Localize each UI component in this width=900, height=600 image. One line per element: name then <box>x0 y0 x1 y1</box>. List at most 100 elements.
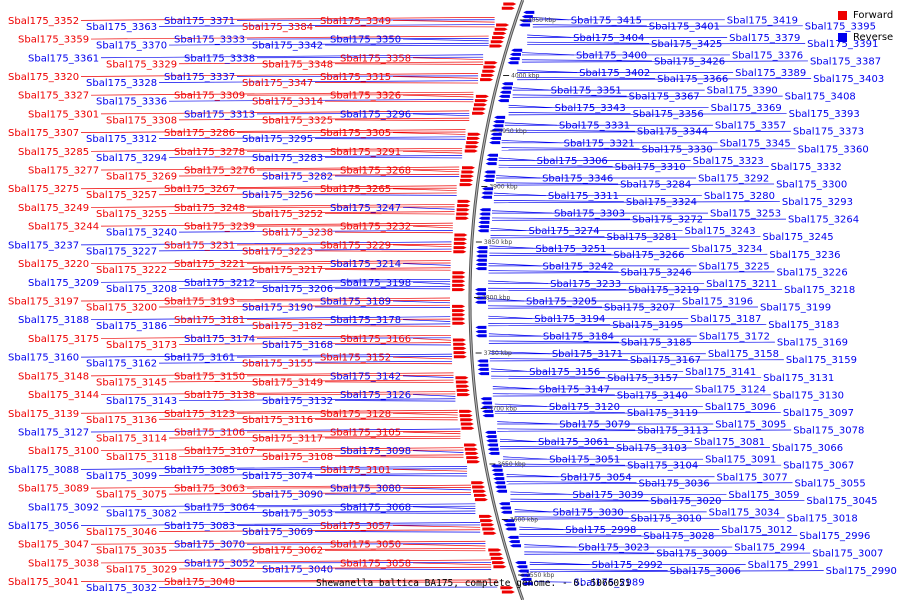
gene-label: Sbal175_3358 <box>340 53 411 64</box>
leader-line <box>100 222 453 227</box>
leader-line <box>246 374 454 377</box>
gene-label: Sbal175_3356 <box>633 109 704 120</box>
leader-line <box>90 484 472 489</box>
leader-line <box>494 410 625 413</box>
leader-line <box>506 482 793 485</box>
leader-line <box>178 230 453 233</box>
reverse-gene-mark <box>497 99 509 103</box>
forward-gene-mark <box>475 94 489 98</box>
gene-label: Sbal175_3068 <box>340 502 411 513</box>
gene-label: Sbal175_3184 <box>543 332 614 343</box>
gene-label: Sbal175_3056 <box>8 521 79 532</box>
reverse-gene-mark <box>481 405 493 409</box>
leader-line <box>80 17 495 21</box>
gene-label: Sbal175_3035 <box>96 546 167 557</box>
forward-gene-mark <box>465 451 479 455</box>
gene-label: Sbal175_3159 <box>786 355 857 366</box>
leader-line <box>492 394 771 397</box>
gene-label: Sbal175_2996 <box>799 531 870 542</box>
forward-gene-mark <box>461 170 475 174</box>
gene-label: Sbal175_3284 <box>620 179 691 190</box>
leader-line <box>256 225 453 227</box>
gene-label: Sbal175_3058 <box>340 558 411 569</box>
gene-label: Sbal175_3188 <box>18 315 89 326</box>
leader-line <box>532 25 803 28</box>
leader-line <box>236 243 452 246</box>
forward-gene-mark <box>455 376 469 380</box>
forward-gene-mark <box>459 414 473 418</box>
forward-gene-mark <box>453 355 467 359</box>
gene-label: Sbal175_3311 <box>548 191 619 202</box>
leader-line <box>503 463 626 466</box>
forward-gene-mark <box>461 426 475 430</box>
gene-label: Sbal175_3214 <box>330 259 401 270</box>
gene-label: Sbal175_3360 <box>798 144 869 155</box>
leader-line <box>519 526 564 530</box>
forward-gene-mark <box>467 460 481 464</box>
leader-line <box>246 543 486 545</box>
leader-line <box>246 318 451 321</box>
reverse-gene-mark <box>475 292 487 296</box>
leader-line <box>412 506 476 509</box>
gene-label: Sbal175_3400 <box>576 50 647 61</box>
kbp-tick-label: 3850 kbp <box>484 239 512 246</box>
gene-label: Sbal175_3148 <box>18 371 89 382</box>
leader-line <box>491 376 762 379</box>
forward-gene-mark <box>461 166 475 170</box>
reverse-gene-mark <box>485 430 497 434</box>
leader-line <box>314 418 458 421</box>
gene-label: Sbal175_3173 <box>106 340 177 351</box>
gene-label: Sbal175_3327 <box>18 91 89 102</box>
leader-line <box>497 429 792 432</box>
gene-label: Sbal175_3239 <box>184 222 255 233</box>
leader-line <box>158 473 468 476</box>
leader-line <box>412 57 484 60</box>
reverse-gene-mark <box>496 489 508 493</box>
leader-line <box>80 73 479 77</box>
leader-line <box>256 449 464 452</box>
gene-label: Sbal175_3252 <box>252 209 323 220</box>
gene-label: Sbal175_3104 <box>627 461 698 472</box>
leader-line <box>504 122 557 126</box>
gene-label: Sbal175_3245 <box>763 232 834 243</box>
gene-label: Sbal175_3183 <box>768 320 839 331</box>
gene-label: Sbal175_2991 <box>748 560 819 571</box>
gene-label: Sbal175_3185 <box>621 338 692 349</box>
gene-label: Sbal175_3190 <box>242 303 313 314</box>
forward-gene-mark <box>480 78 494 82</box>
leader-line <box>493 192 546 196</box>
leader-line <box>412 394 456 397</box>
forward-gene-mark <box>452 279 466 283</box>
leader-line <box>510 491 571 495</box>
gene-label: Sbal175_3052 <box>184 558 255 569</box>
gene-label: Sbal175_3088 <box>8 465 79 476</box>
leader-line <box>392 356 453 360</box>
gene-label: Sbal175_3090 <box>252 490 323 501</box>
leader-line <box>402 543 486 547</box>
gene-label: Sbal175_3045 <box>806 496 877 507</box>
leader-line <box>504 130 791 133</box>
leader-line <box>324 325 451 327</box>
reverse-gene-mark <box>478 216 490 220</box>
kbp-tick-label: 3650 kbp <box>497 461 525 468</box>
gene-label: Sbal175_3074 <box>242 471 313 482</box>
leader-line <box>517 76 656 79</box>
reverse-gene-mark <box>475 330 487 334</box>
gene-label: Sbal175_3196 <box>682 297 753 308</box>
gene-label: Sbal175_3274 <box>529 226 600 237</box>
gene-label: Sbal175_3283 <box>252 153 323 164</box>
gene-label: Sbal175_3269 <box>106 172 177 183</box>
gene-label: Sbal175_2994 <box>734 543 805 554</box>
gene-label: Sbal175_3238 <box>262 228 333 239</box>
gene-label: Sbal175_3282 <box>262 172 333 183</box>
leader-line <box>100 54 484 59</box>
gene-label: Sbal175_3376 <box>732 50 803 61</box>
leader-line <box>314 250 452 252</box>
leader-line <box>80 129 466 133</box>
gene-label: Sbal175_3199 <box>760 303 831 314</box>
gene-label: Sbal175_3225 <box>699 261 770 272</box>
gene-label: Sbal175_3403 <box>813 74 884 85</box>
gene-label: Sbal175_3234 <box>691 244 762 255</box>
gene-label: Sbal175_3212 <box>184 278 255 289</box>
leader-line <box>488 315 533 319</box>
